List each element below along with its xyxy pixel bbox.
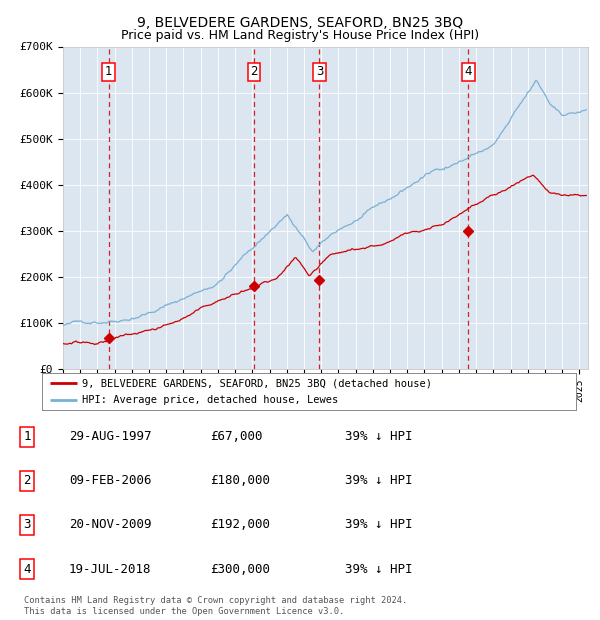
Text: 29-AUG-1997: 29-AUG-1997 <box>69 430 151 443</box>
Text: 2: 2 <box>250 65 258 78</box>
Text: £192,000: £192,000 <box>210 518 270 531</box>
Text: £300,000: £300,000 <box>210 562 270 575</box>
Text: 39% ↓ HPI: 39% ↓ HPI <box>345 430 413 443</box>
Text: 3: 3 <box>23 518 31 531</box>
Text: 20-NOV-2009: 20-NOV-2009 <box>69 518 151 531</box>
Text: 19-JUL-2018: 19-JUL-2018 <box>69 562 151 575</box>
Text: 39% ↓ HPI: 39% ↓ HPI <box>345 562 413 575</box>
Text: Price paid vs. HM Land Registry's House Price Index (HPI): Price paid vs. HM Land Registry's House … <box>121 29 479 42</box>
Text: 1: 1 <box>105 65 113 78</box>
Text: £67,000: £67,000 <box>210 430 263 443</box>
Text: 2: 2 <box>23 474 31 487</box>
Text: 9, BELVEDERE GARDENS, SEAFORD, BN25 3BQ (detached house): 9, BELVEDERE GARDENS, SEAFORD, BN25 3BQ … <box>82 378 432 388</box>
Text: £180,000: £180,000 <box>210 474 270 487</box>
Text: 1: 1 <box>23 430 31 443</box>
Text: HPI: Average price, detached house, Lewes: HPI: Average price, detached house, Lewe… <box>82 396 338 405</box>
Text: 39% ↓ HPI: 39% ↓ HPI <box>345 518 413 531</box>
Text: 9, BELVEDERE GARDENS, SEAFORD, BN25 3BQ: 9, BELVEDERE GARDENS, SEAFORD, BN25 3BQ <box>137 16 463 30</box>
Text: 4: 4 <box>464 65 472 78</box>
Text: 09-FEB-2006: 09-FEB-2006 <box>69 474 151 487</box>
Text: 3: 3 <box>316 65 323 78</box>
Text: Contains HM Land Registry data © Crown copyright and database right 2024.
This d: Contains HM Land Registry data © Crown c… <box>24 596 407 616</box>
Text: 39% ↓ HPI: 39% ↓ HPI <box>345 474 413 487</box>
Text: 4: 4 <box>23 562 31 575</box>
